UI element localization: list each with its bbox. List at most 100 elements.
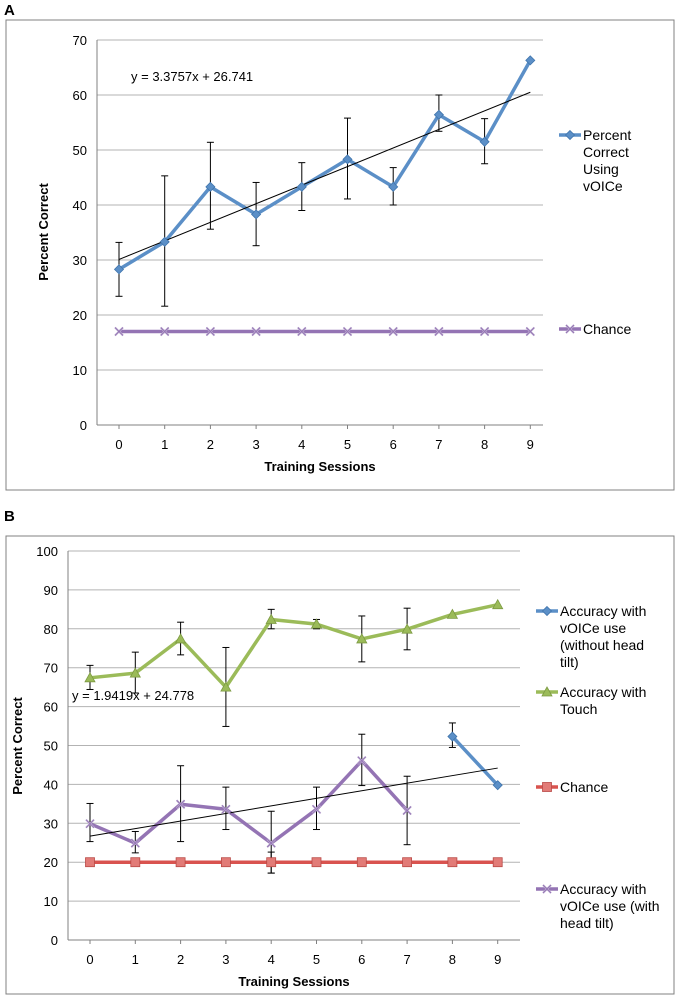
chart-b-xtick-label: 1 <box>132 952 139 967</box>
chart-b-series-2-point <box>220 857 231 868</box>
chart-b-ytick-label: 70 <box>44 661 58 676</box>
chart-b-legend-label: vOICe use (with <box>560 898 660 914</box>
chart-b-series-3-point <box>266 838 276 848</box>
chart-b-xtick-label: 8 <box>449 952 456 967</box>
chart-b-series-1-point <box>446 608 459 619</box>
chart-b-legend-marker <box>541 605 553 617</box>
chart-b-y-axis-title: Percent Correct <box>10 697 25 795</box>
chart-a-series-0-point <box>342 154 353 165</box>
chart-b-xtick-label: 5 <box>313 952 320 967</box>
chart-a-series-1-point-d <box>251 327 261 336</box>
chart-a-series-1-point-d <box>525 327 535 336</box>
chart-b-series-3-point-d <box>85 819 95 829</box>
chart-b-ytick-label: 60 <box>44 700 58 715</box>
chart-a-ytick-label: 50 <box>73 143 87 158</box>
chart-b-legend-label: (without head <box>560 637 644 653</box>
chart-b-series-1-point <box>492 598 504 610</box>
chart-b-series-1-point <box>401 623 413 634</box>
chart-a-xtick-label: 3 <box>252 437 259 452</box>
chart-a-xtick-label: 7 <box>435 437 442 452</box>
chart-b-xtick-label: 6 <box>358 952 365 967</box>
chart-a-series-1-point <box>434 326 444 337</box>
chart-b-series-2-point <box>447 857 458 868</box>
chart-b-ytick-label: 80 <box>44 622 58 637</box>
chart-b-xtick-label: 7 <box>403 952 410 967</box>
chart-b-series-3-point <box>311 804 322 815</box>
chart-b-series-3-point-d <box>357 756 367 766</box>
chart-a-ytick-label: 30 <box>73 253 87 268</box>
chart-a-series-1-point <box>251 326 261 337</box>
chart-a-series-1-point <box>342 326 353 337</box>
chart-a-legend-marker-d <box>565 324 575 334</box>
chart-a-series-0-point <box>388 181 399 192</box>
chart-a-series-1-point <box>388 326 398 337</box>
chart-b-legend-label: Accuracy with <box>560 603 646 619</box>
chart-b-ytick-label: 100 <box>36 544 58 559</box>
chart-b-legend-marker <box>542 782 552 792</box>
chart-b-series-1-point <box>265 613 277 624</box>
chart-a-series-0-line <box>118 59 532 271</box>
chart-a-series-0-point <box>479 136 490 147</box>
chart-b-legend-marker-d <box>542 884 552 894</box>
chart-a-series-0-point <box>251 209 262 220</box>
chart-b-series-3-point <box>402 805 412 816</box>
chart-b-xtick-label: 4 <box>268 952 275 967</box>
chart-a-legend-label: Using <box>583 161 619 177</box>
chart-a-trendline <box>118 91 531 260</box>
chart-b-series-2-point <box>266 857 277 868</box>
chart-b-series-3-point <box>130 838 141 848</box>
chart-b-series-3-point <box>85 818 95 829</box>
chart-b-series-3-point <box>357 755 367 766</box>
chart-a-series-1-point <box>297 326 307 337</box>
chart-b-series-0-point <box>447 731 458 742</box>
chart-a-ytick-label: 40 <box>73 198 87 213</box>
chart-a-xtick-label: 4 <box>298 437 305 452</box>
chart-b-xtick-label: 2 <box>177 952 184 967</box>
chart-a-ytick-label: 70 <box>73 33 87 48</box>
chart-a-series-0-point <box>159 236 170 247</box>
chart-b-ytick-label: 0 <box>51 933 58 948</box>
chart-b-legend-label: vOICe use <box>560 620 626 636</box>
chart-a-x-axis-title: Training Sessions <box>264 459 375 474</box>
chart-b-series-0-line <box>451 735 499 787</box>
chart-b-ytick-label: 10 <box>44 894 58 909</box>
chart-b-series-2-point <box>356 857 367 868</box>
chart-a-series-1-point-d <box>114 327 124 336</box>
chart-a-ytick-label: 60 <box>73 88 87 103</box>
chart-a-series-1-point-d <box>434 327 444 336</box>
chart-a-xtick-label: 2 <box>207 437 214 452</box>
panel-b-label: B <box>4 508 15 525</box>
chart-b-ytick-label: 40 <box>44 777 58 792</box>
chart-b-legend-marker <box>542 884 552 894</box>
chart-a-legend-marker <box>564 129 576 141</box>
chart-b-trendline-equation: y = 1.9419x + 24.778 <box>72 688 194 703</box>
chart-b-series-3-point-d <box>266 838 276 848</box>
chart-a-series-0-point <box>433 109 444 120</box>
chart-a-legend-label: Percent <box>583 127 631 143</box>
chart-a-frame <box>5 19 675 491</box>
chart-a-ytick-label: 10 <box>73 363 87 378</box>
chart-b-legend-label: head tilt) <box>560 915 614 931</box>
chart-b-series-1-point <box>220 681 232 692</box>
chart-a-series-1-point-d <box>480 327 489 336</box>
chart-b-legend-marker <box>541 686 553 697</box>
chart-b-series-3-line <box>89 758 409 845</box>
chart-a-ytick-label: 20 <box>73 308 87 323</box>
chart-a-series-1-point-d <box>388 327 398 336</box>
chart-a-xtick-label: 9 <box>527 437 534 452</box>
chart-b-series-2-point <box>85 857 95 868</box>
chart-b-series-3-point <box>175 799 186 809</box>
chart-a-legend-label: Chance <box>583 321 631 337</box>
chart-b-series-3-point-d <box>402 806 412 815</box>
chart-b-ytick-label: 50 <box>44 739 58 754</box>
chart-b-series-3-point-d <box>312 804 321 814</box>
chart-a-series-0-point <box>525 55 536 66</box>
chart-a-series-0-point <box>296 181 307 192</box>
chart-b-series-1-point <box>356 633 368 644</box>
chart-b-legend-label: Accuracy with <box>560 881 646 897</box>
chart-b-series-1-point <box>129 667 141 678</box>
chart-b-legend-label: Chance <box>560 779 608 795</box>
chart-b-legend-label: Touch <box>560 701 597 717</box>
chart-b-series-2-point <box>402 857 413 868</box>
